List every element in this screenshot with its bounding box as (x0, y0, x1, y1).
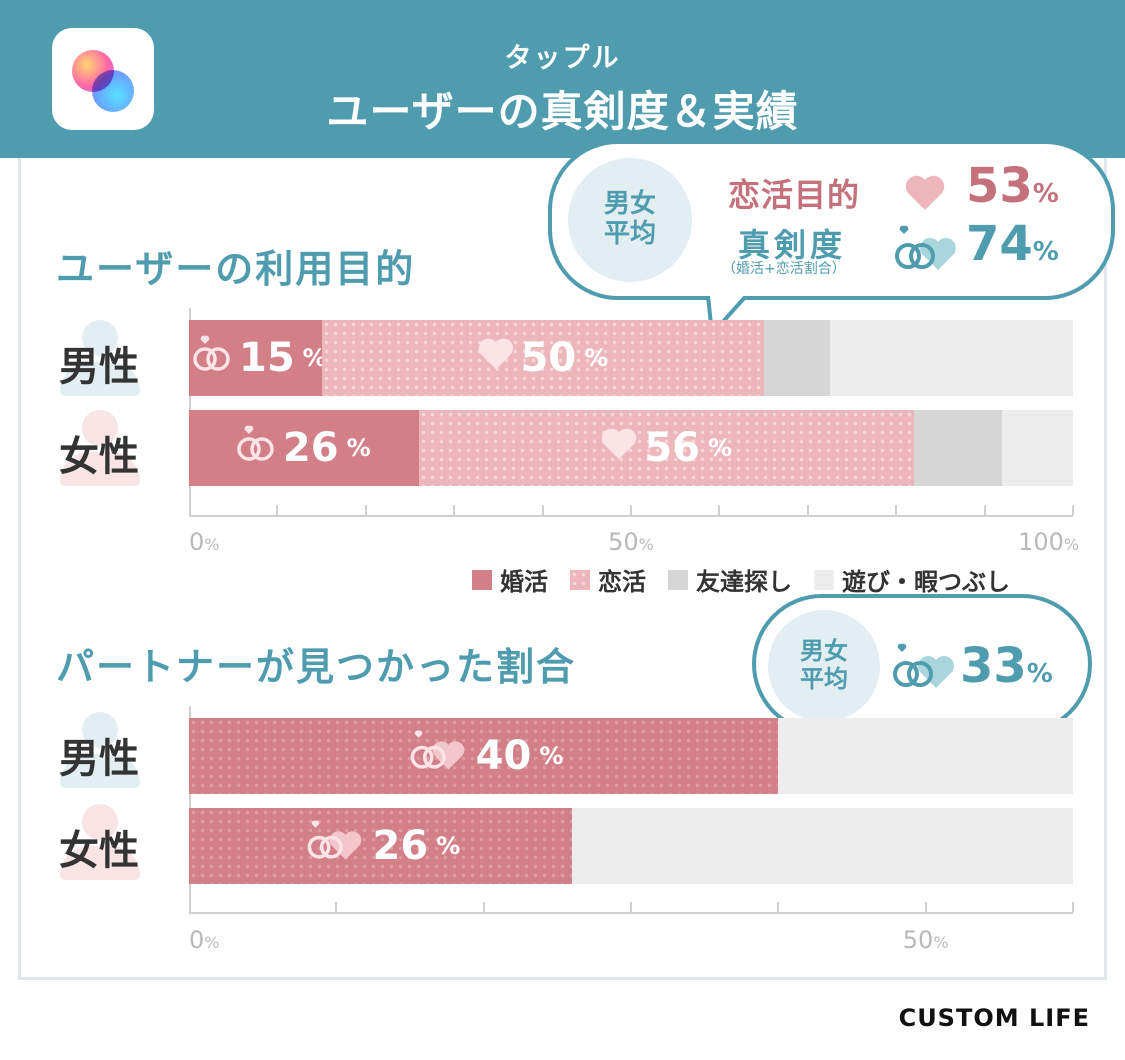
bar-segment-love (418, 410, 914, 486)
x-tick-label: 100% (1018, 528, 1080, 556)
x-tick-label: 0% (189, 926, 220, 954)
legend-label: 友達探し (696, 568, 792, 596)
heart-icon (904, 174, 946, 216)
rings-icon (237, 425, 277, 471)
bar-segment-fun (829, 320, 1073, 396)
legend-item-friends: 友達探し (668, 562, 792, 597)
legend-item-fun: 遊び・暇つぶし (814, 562, 1010, 597)
x-axis-tick (364, 505, 367, 515)
header-banner: タップル ユーザーの真剣度＆実績 (0, 0, 1125, 158)
x-axis-tick (718, 505, 721, 515)
bar-value-label: 26% (301, 819, 460, 873)
seriousness-value: 74% (966, 216, 1059, 272)
seriousness-label: 真剣度 (738, 226, 847, 264)
logo-circle-cool (92, 70, 134, 112)
female-silhouette-icon (58, 804, 142, 884)
legend-label: 恋活 (598, 568, 646, 596)
legend-swatch (814, 569, 834, 590)
partner-found-average-value: 33% (960, 638, 1053, 694)
bubble-average-circle: 男女 平均 (768, 610, 880, 722)
x-axis-tick (482, 902, 485, 912)
legend-swatch (668, 569, 688, 590)
x-axis-line (189, 515, 1073, 517)
seriousness-note: （婚活+恋活割合） (722, 261, 846, 277)
x-axis-tick (276, 505, 279, 515)
bar-value-label: 50% (477, 335, 608, 381)
chart-legend: 婚活 恋活 友達探し 遊び・暇つぶし (472, 562, 1010, 597)
rings-heart-icon (404, 729, 470, 783)
row-label-female: 女性 (59, 828, 139, 874)
rings-heart-icon (888, 642, 958, 696)
section1-title: ユーザーの利用目的 (56, 247, 416, 291)
seriousness-bubble: 男女 平均 恋活目的 53% 真剣度 （婚活+恋活割合） 74% (548, 140, 1115, 300)
x-axis-tick (541, 505, 544, 515)
bar-segment-friends (913, 410, 1003, 486)
male-silhouette-icon (58, 320, 142, 400)
x-axis-line (189, 912, 1073, 914)
row-label-male: 男性 (59, 344, 139, 390)
bubble-circle-label-1: 男女 (603, 189, 656, 220)
legend-item-love: 恋活 (570, 562, 646, 597)
legend-swatch (570, 569, 590, 590)
love-purpose-label: 恋活目的 (728, 176, 861, 214)
partner-found-bubble: 男女 平均 33% (752, 594, 1092, 734)
bar-value-label: 15% (193, 335, 327, 381)
x-axis-tick (1072, 902, 1074, 912)
x-axis-tick (1072, 505, 1074, 515)
x-axis-tick (630, 902, 632, 912)
female-silhouette-icon (58, 410, 142, 490)
x-tick-label: 0% (189, 528, 220, 556)
brand-logo: CUSTOM LIFE (898, 1004, 1090, 1032)
rings-heart-icon (301, 819, 367, 873)
x-axis-tick (895, 505, 898, 515)
legend-item-marriage: 婚活 (472, 562, 548, 597)
header-subtitle: タップル (504, 43, 621, 74)
heart-icon (477, 335, 515, 381)
bar-value-label: 26% (237, 425, 371, 471)
x-axis-tick (335, 902, 338, 912)
x-axis-tick (806, 505, 809, 515)
x-axis-tick (777, 902, 780, 912)
section2-title: パートナーが見つかった割合 (56, 645, 577, 689)
x-axis-tick (630, 505, 632, 515)
bar-value-label: 56% (600, 425, 732, 471)
bar-segment-marriage (189, 320, 322, 396)
row-label-male: 男性 (59, 736, 139, 782)
x-tick-label: 50% (902, 926, 949, 954)
legend-label: 遊び・暇つぶし (842, 568, 1010, 596)
x-tick-label: 50% (608, 528, 654, 556)
bubble-circle-label-1: 男女 (800, 637, 848, 666)
x-axis-tick (924, 902, 927, 912)
bar-segment-partner-found (189, 718, 779, 794)
bar-segment-love (321, 320, 764, 396)
bar-segment-marriage (189, 410, 419, 486)
bar-segment-friends (763, 320, 830, 396)
x-axis-tick (983, 505, 986, 515)
bar-segment-fun (1002, 410, 1073, 486)
love-purpose-value: 53% (966, 158, 1059, 214)
bubble-circle-label-2: 平均 (800, 665, 848, 693)
male-silhouette-icon (58, 712, 142, 792)
bar-value-label: 40% (404, 729, 563, 783)
bubble-circle-label-2: 平均 (603, 219, 656, 249)
row-label-female: 女性 (59, 434, 139, 480)
bar-segment-partner-found (189, 808, 573, 884)
rings-heart-icon (890, 224, 960, 278)
tapple-app-icon (52, 28, 154, 130)
rings-icon (193, 335, 233, 381)
x-axis-tick (453, 505, 456, 515)
bubble-average-circle: 男女 平均 (568, 158, 692, 282)
legend-label: 婚活 (500, 568, 548, 596)
header-title: ユーザーの真剣度＆実績 (326, 87, 799, 136)
legend-swatch (472, 569, 492, 590)
heart-icon (600, 425, 638, 471)
